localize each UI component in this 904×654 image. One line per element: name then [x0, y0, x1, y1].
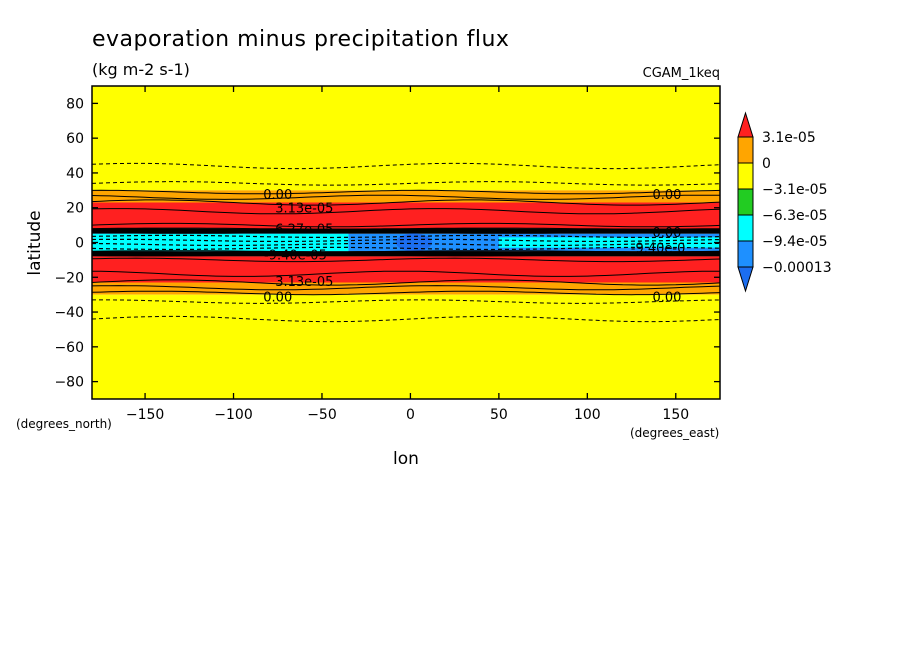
y-tick-label: −40 [54, 305, 84, 321]
contour-line-positive [92, 189, 720, 195]
contour-label: 0.00 [652, 188, 681, 203]
x-axis-ticks: −150 −100 −50 0 50 100 150 [126, 86, 689, 423]
dataset-label: CGAM_1keq [643, 66, 720, 81]
y-tick-label: 0 [75, 236, 84, 252]
contour-band [92, 282, 720, 295]
x-units-label: (degrees_east) [630, 426, 719, 440]
colorbar-label: −3.1e-05 [762, 182, 827, 198]
contour-line-positive [92, 254, 720, 257]
contour-label: 6.27e-05 [275, 223, 333, 238]
contour-label: -9.40e-0 [631, 242, 686, 257]
contour-line-positive [92, 229, 720, 232]
contour-band [92, 256, 720, 283]
contour-line-positive [92, 208, 720, 215]
contour-label: 0.00 [263, 188, 292, 203]
contour-line-positive [92, 285, 720, 291]
y-tick-label: 20 [66, 201, 84, 217]
colorbar-label: −6.3e-05 [762, 208, 827, 224]
contour-band [92, 86, 720, 191]
colorbar-swatch-top [737, 111, 754, 138]
contour-band [92, 202, 720, 229]
colorbar-label: −0.00013 [762, 260, 832, 276]
y-tick-label: 80 [66, 96, 84, 112]
contour-line-positive [92, 228, 720, 231]
contour-line-positive [92, 253, 720, 256]
x-tick-label: −50 [307, 407, 337, 423]
y-axis-ticks: 80 60 40 20 0 −20 −40 −60 −80 [54, 96, 720, 391]
contour-line-positive [92, 231, 720, 234]
chart-subtitle: (kg m-2 s-1) [92, 60, 190, 79]
contour-label: 3.13e-05 [275, 202, 333, 217]
contour-line-positive [92, 257, 720, 263]
contour-line-positive [92, 222, 720, 228]
contour-band [92, 294, 720, 399]
x-axis-label: lon [393, 449, 419, 469]
contour-line-positive [92, 270, 720, 277]
contour-lines [92, 162, 720, 323]
contour-line-positive [92, 252, 720, 255]
x-tick-label: 150 [662, 407, 689, 423]
x-tick-label: 100 [574, 407, 601, 423]
x-tick-label: −150 [126, 407, 164, 423]
contour-label: 0.00 [652, 226, 681, 241]
contour-line-positive [92, 194, 720, 200]
y-tick-label: −80 [54, 375, 84, 391]
y-axis-label: latitude [25, 210, 45, 275]
contour-label: 3.13e-05 [275, 275, 333, 290]
contour-line-positive [92, 199, 720, 206]
colorbar-label: 3.1e-05 [762, 130, 816, 146]
colorbar: 3.1e-05 0 −3.1e-05 −6.3e-05 −9.4e-05 −0.00013 [737, 111, 832, 293]
colorbar-swatch [737, 188, 754, 216]
x-tick-label: 0 [406, 407, 415, 423]
y-units-label: (degrees_north) [16, 417, 112, 431]
y-tick-label: 60 [66, 131, 84, 147]
colorbar-swatch [737, 240, 754, 268]
colorbar-swatch [737, 214, 754, 242]
contour-label: 0.00 [652, 290, 681, 305]
contour-line-positive [92, 279, 720, 286]
plot-area: 0.00 0.003.13e-056.27e-05 0.00-9.40e-0-9.4… [92, 86, 720, 399]
minimum-core [395, 233, 432, 252]
contour-label: 0.00 [263, 290, 292, 305]
cyan-core-east [498, 237, 720, 248]
colorbar-label: 0 [762, 156, 771, 172]
x-tick-label: 50 [490, 407, 508, 423]
x-tick-label: −100 [214, 407, 252, 423]
y-tick-label: −20 [54, 270, 84, 286]
colorbar-label: −9.4e-05 [762, 234, 827, 250]
contour-line-positive [92, 250, 720, 253]
contour-line-positive [92, 227, 720, 230]
contour-line-positive [92, 230, 720, 233]
contour-label: -9.40e-05 [264, 249, 327, 264]
contour-line-positive [92, 290, 720, 296]
y-tick-label: 40 [66, 166, 84, 182]
contour-line-positive [92, 251, 720, 254]
cyan-core-west [92, 233, 349, 252]
colorbar-swatch [737, 162, 754, 190]
chart-title: evaporation minus precipitation flux [92, 27, 509, 52]
colorbar-swatch [737, 136, 754, 164]
y-tick-label: −60 [54, 340, 84, 356]
filled-contour-bands [92, 86, 720, 399]
contour-labels: 0.00 0.003.13e-056.27e-05 0.00-9.40e-0-9.4… [263, 188, 685, 306]
colorbar-swatch-bottom [737, 266, 754, 293]
